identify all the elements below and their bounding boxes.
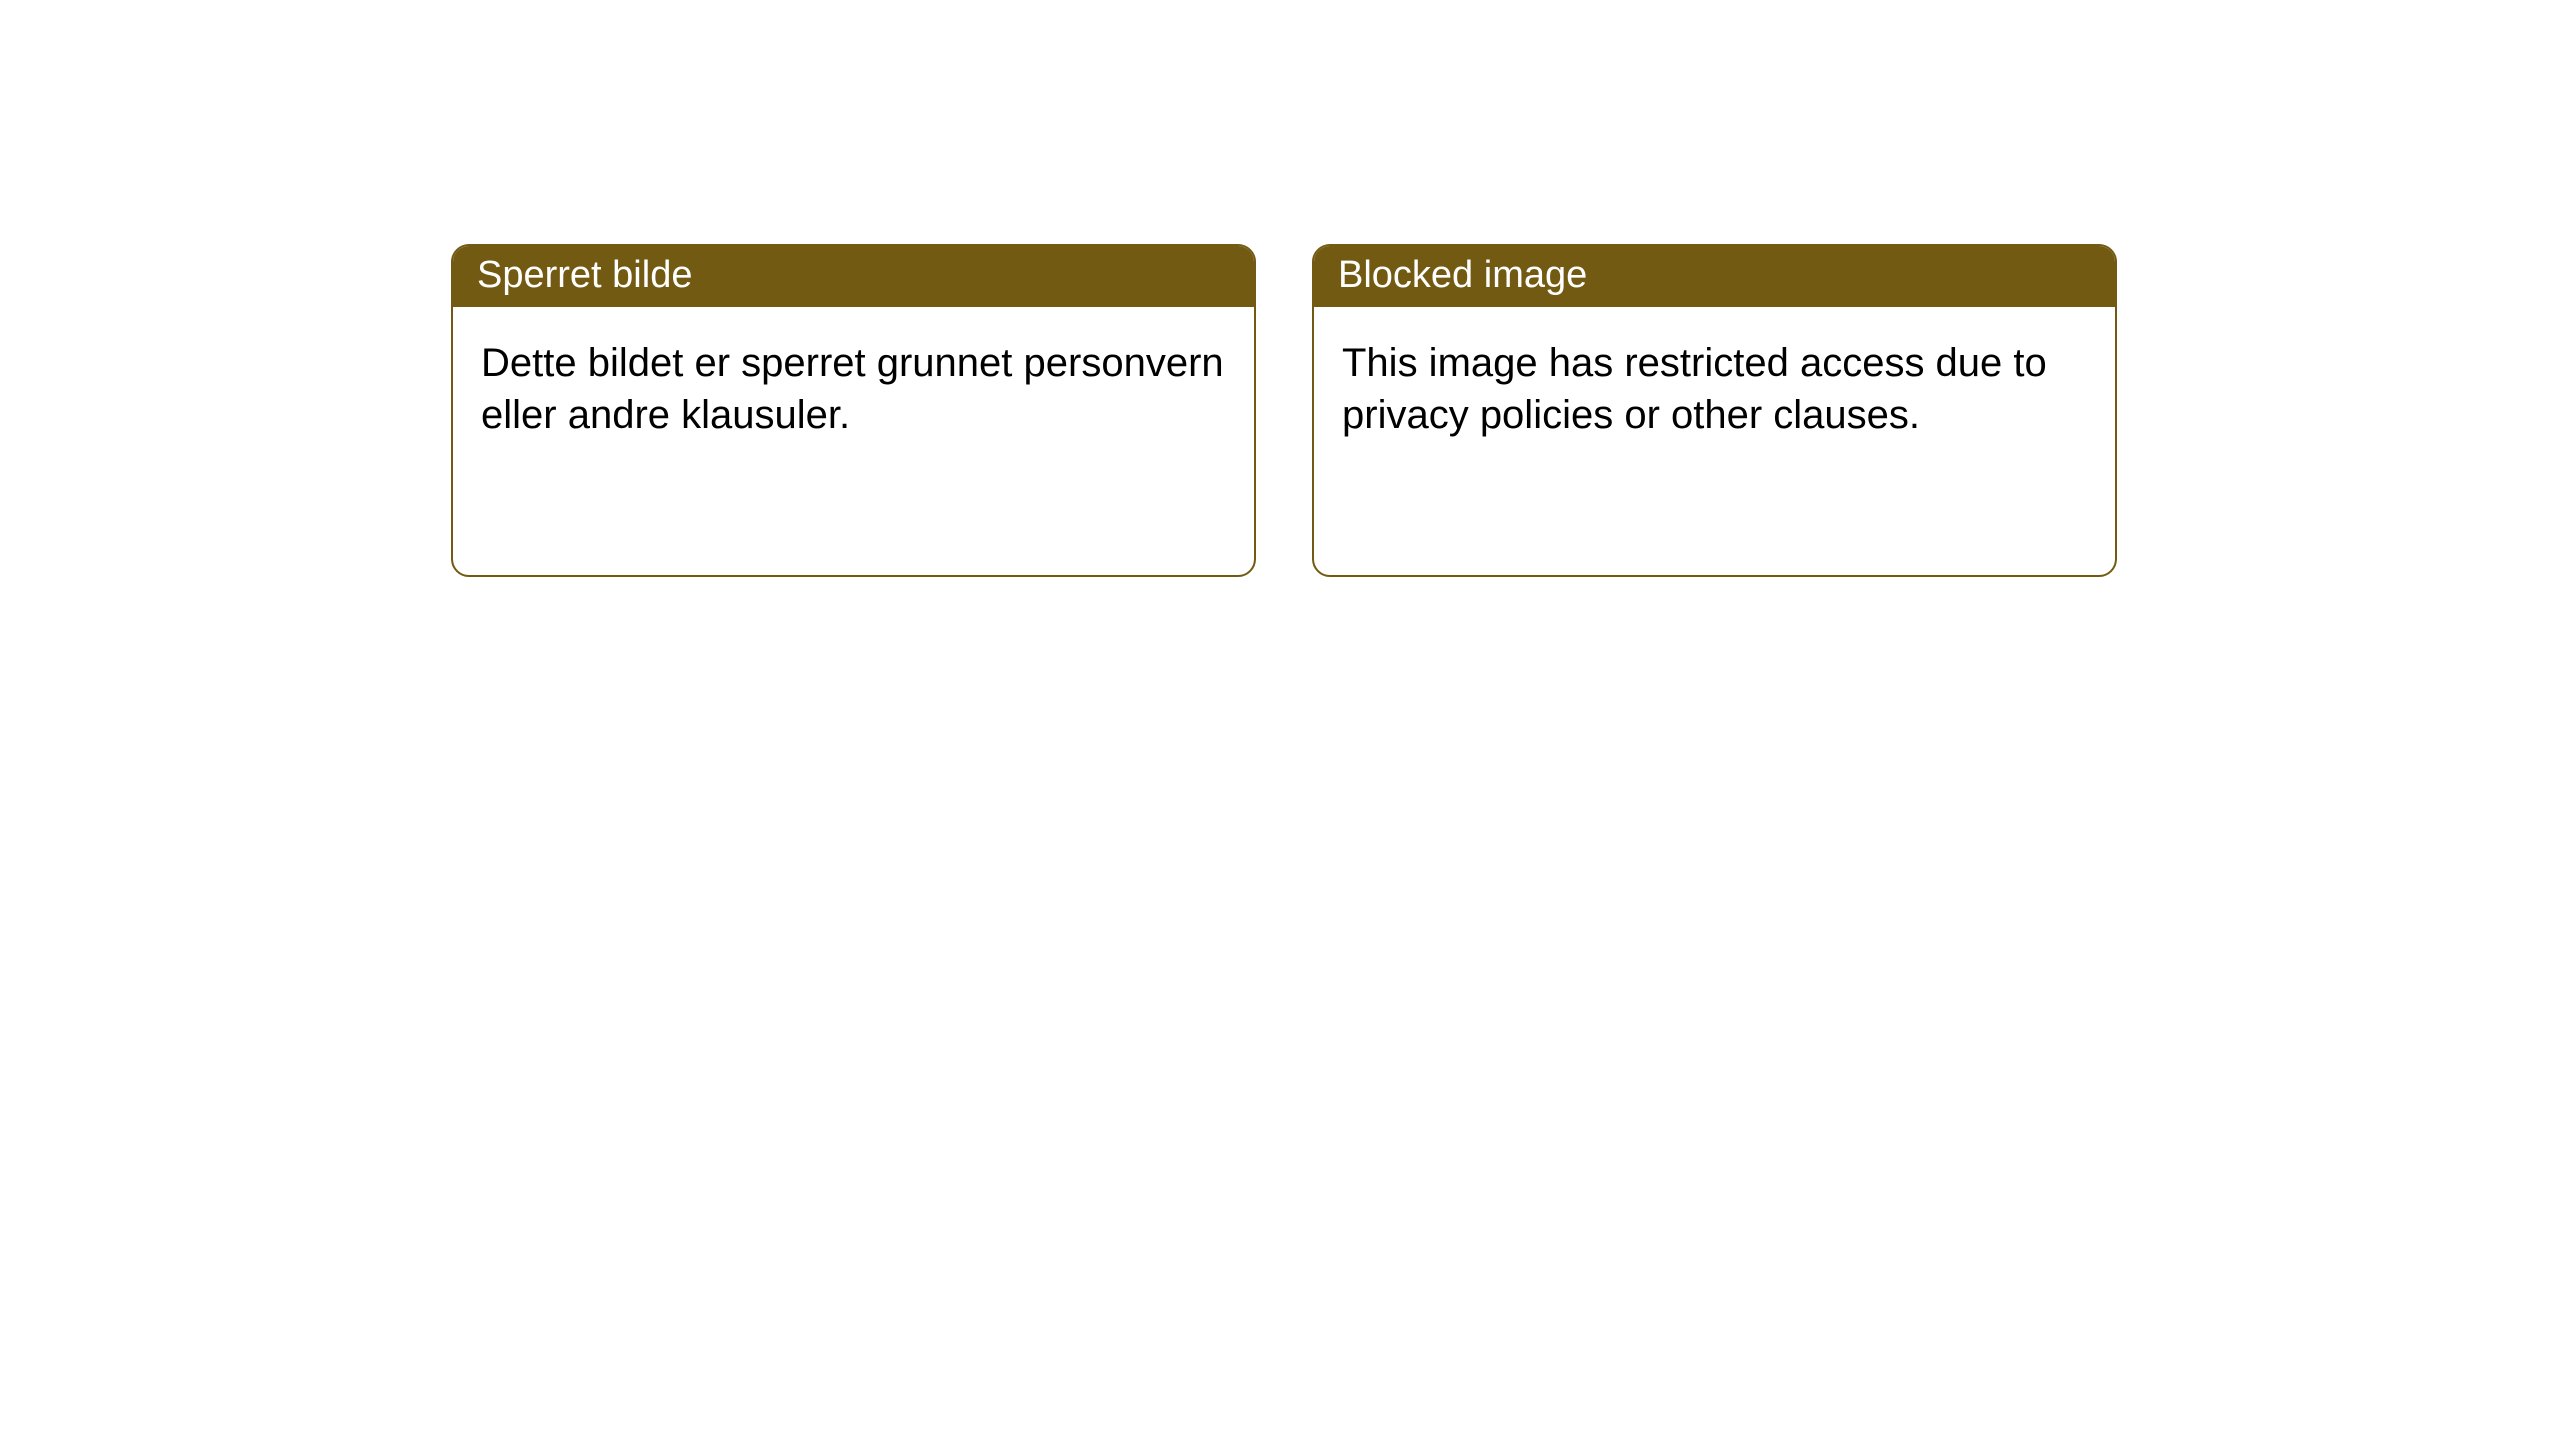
- notice-card-norwegian: Sperret bilde Dette bildet er sperret gr…: [451, 244, 1256, 577]
- notice-text: Dette bildet er sperret grunnet personve…: [481, 341, 1224, 437]
- notice-text: This image has restricted access due to …: [1342, 341, 2047, 437]
- notice-title: Sperret bilde: [477, 254, 692, 296]
- notice-header: Blocked image: [1314, 246, 2115, 307]
- notice-body: Dette bildet er sperret grunnet personve…: [453, 307, 1254, 471]
- notice-card-english: Blocked image This image has restricted …: [1312, 244, 2117, 577]
- notice-container: Sperret bilde Dette bildet er sperret gr…: [0, 0, 2560, 577]
- notice-body: This image has restricted access due to …: [1314, 307, 2115, 471]
- notice-header: Sperret bilde: [453, 246, 1254, 307]
- notice-title: Blocked image: [1338, 254, 1587, 296]
